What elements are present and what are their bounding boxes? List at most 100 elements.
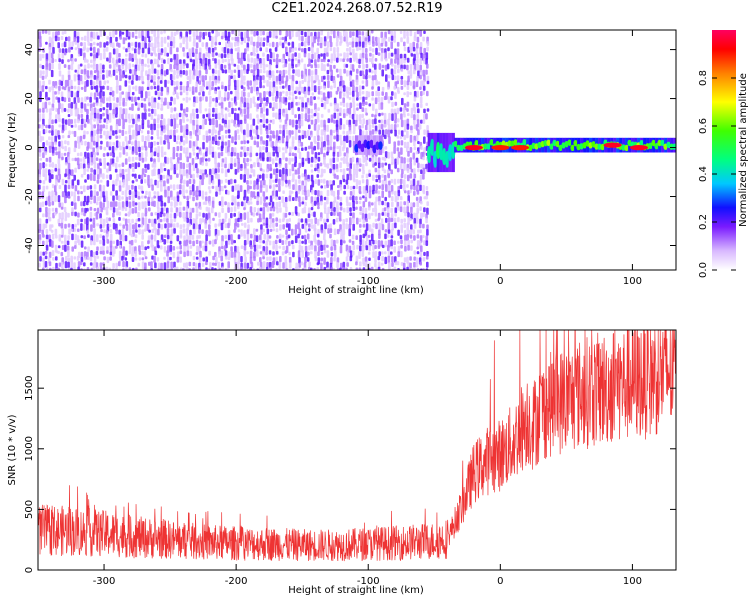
spectrogram-cell [239,101,243,108]
spectrogram-cell [176,256,180,263]
spectrogram-cell [147,240,150,245]
spectrogram-cell [121,201,125,210]
spectrogram-cell [188,162,192,169]
spectrogram-cell [413,212,416,219]
spectrogram-cell [266,157,270,162]
spectrogram-cell [381,129,385,138]
spectrogram-cell [129,69,132,74]
spectrogram-cell [265,251,268,256]
spectrogram-cell [397,90,400,94]
spectrogram-cell [348,239,352,243]
spectrogram-cell [282,262,285,269]
spectrogram-cell [288,190,292,197]
spectrogram-cell [253,207,257,213]
spectrogram-cell [253,228,256,236]
spectrogram-cell [249,103,252,109]
spectrogram-cell [243,58,246,62]
spectrogram-cell [388,180,391,186]
spectrogram-cell [355,206,358,210]
spectrogram-cell [204,108,208,112]
spectrogram-cell [298,244,302,251]
spectrogram-cell [122,246,126,253]
spectrogram-cell [234,79,237,87]
spectrogram-cell [195,202,198,207]
spectrogram-cell [297,140,301,147]
spectrogram-cell [288,30,291,37]
spectrogram-cell [351,113,355,120]
spectrogram-cell [307,157,311,164]
spectrogram-cell [317,79,321,86]
spectrogram-cell [368,68,372,73]
spectrogram-cell [311,201,314,208]
spectrogram-cell [255,152,259,157]
spectrogram-cell [48,124,51,129]
spectrogram-cell [134,136,138,141]
spectrogram-cell [323,234,326,241]
spectrogram-cell [106,256,110,264]
spectrogram-cell [212,57,215,61]
spectrogram-frame [37,29,677,271]
spectrogram-cell [303,267,307,270]
spectrogram-cell [278,239,282,243]
spectrogram-cell [182,112,185,121]
spectrogram-cell [89,206,93,211]
spectrogram-cell [260,107,263,115]
spectrogram-cell [236,195,240,199]
spectrogram-cell [115,262,118,268]
spectrogram-cell [416,234,420,239]
spectrogram-cell [410,125,413,131]
spectrogram-cell [394,212,397,217]
spectrogram-cell [77,195,80,202]
spectrogram-cell [86,31,90,39]
spectrogram-cell [172,91,176,96]
spectrogram-cell [118,152,122,158]
spectrogram-cell [157,218,161,224]
spectrogram-cell [225,146,228,154]
spectrogram-cell [354,52,358,60]
spectrogram-cell [241,90,244,97]
spectrogram-cell [55,114,58,120]
spectrogram-cell [422,118,426,124]
spectrogram-cell [426,224,429,230]
spectrogram-cell [279,85,282,89]
spectrogram-cell [292,251,295,258]
spectrogram-cell [61,262,64,269]
spectrogram-cell [381,184,384,191]
spectrogram-cell [185,31,188,39]
spectrogram-cell [112,207,116,213]
spectrogram-cell [372,163,375,168]
spectrogram-cell [278,169,282,178]
spectrogram-cell [335,68,339,73]
spectrogram-cell [61,48,65,54]
spectrogram-cell [422,151,425,158]
spectrogram-cell [266,234,270,242]
spectrogram-cell [51,190,54,197]
spectrogram-cell [419,30,422,37]
spectrogram-cell [99,113,103,120]
spectrogram-cell [201,96,205,101]
spectrogram-cell [237,229,241,233]
spectrogram-cell [390,185,394,193]
spectrogram-cell [320,179,323,183]
spectrogram-cell [355,114,359,122]
spectrogram-cell [326,36,329,40]
spectrogram-cell [131,246,135,252]
spectrogram-cell [127,218,131,224]
spectrogram-cell [224,92,227,99]
spectrogram-cell [99,41,102,48]
spectrogram-cell [412,41,415,49]
spectrogram-cell [313,96,316,100]
spectrogram-band-core [567,139,572,146]
spectrogram-cell [122,125,125,130]
spectrogram-cell [323,64,326,72]
spectrogram-cell [153,255,156,263]
spectrogram-cell [42,234,45,238]
spectrogram-cell [243,207,246,211]
spectrogram-cell [319,217,323,222]
spectrogram-cell [409,64,413,70]
spectrogram-cell [271,107,275,111]
spectrogram-cell [212,262,215,266]
spectrogram-cell [371,75,375,81]
spectrogram-cell [54,195,57,202]
spectrogram-cell [76,179,80,186]
